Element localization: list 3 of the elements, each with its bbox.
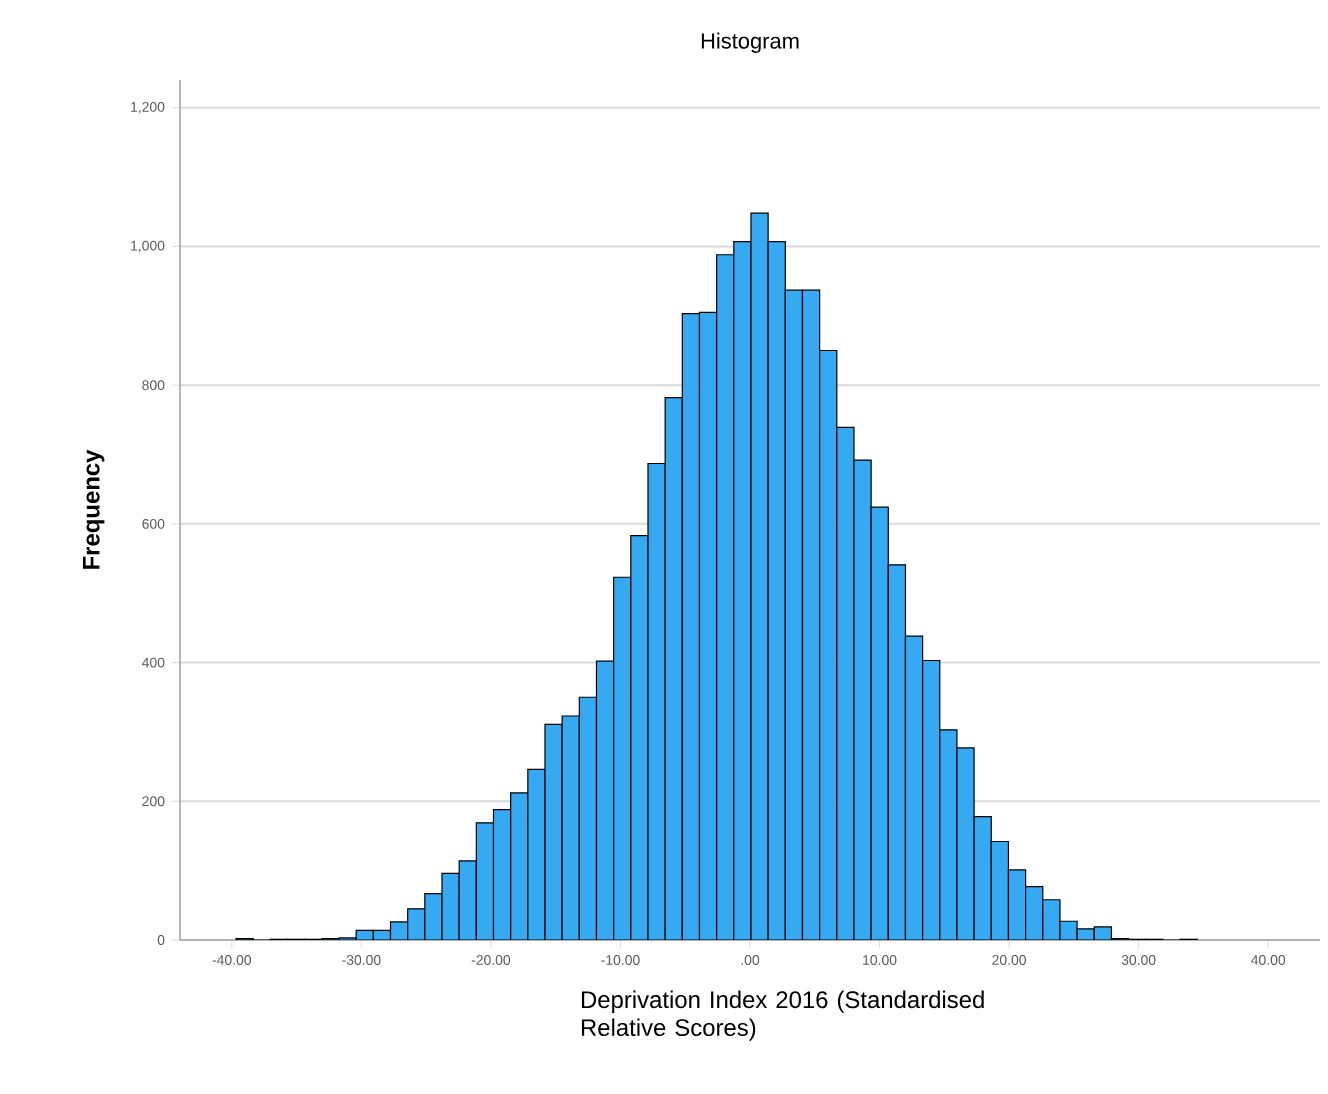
chart-title: Histogram [701, 32, 799, 53]
y-axis-title: Frequency [82, 449, 105, 569]
x-axis-title: Deprivation Index 2016 (Standardised Relative Scores) [581, 990, 984, 1041]
